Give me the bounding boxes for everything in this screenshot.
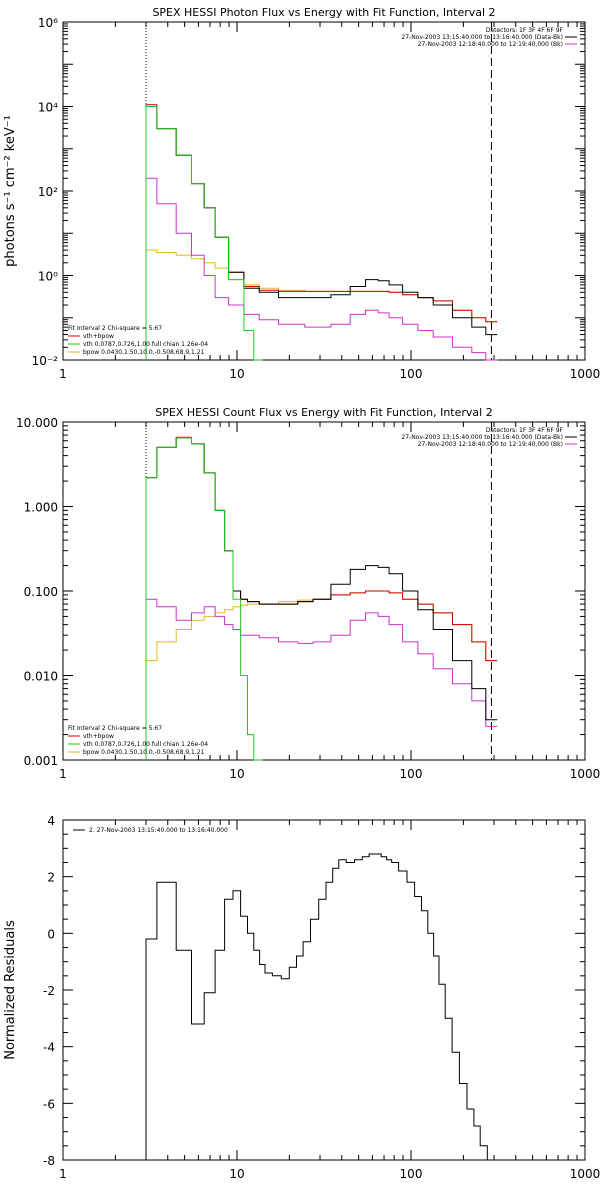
y-tick-label: -6 (43, 1097, 55, 1111)
chart-title: SPEX HESSI Count Flux vs Energy with Fit… (155, 406, 492, 419)
x-tick-label: 1 (59, 767, 67, 781)
x-tick-label: 1000 (570, 767, 600, 781)
legend-entry: Fit Interval 2 Chi-square = 5.67 (68, 725, 162, 732)
legend-entry: 2. 27-Nov-2003 13:15:40.000 to 13:16:40.… (89, 827, 228, 834)
y-tick-label: -2 (43, 984, 55, 998)
y-ticks (63, 819, 585, 1161)
series-data-bk-line (145, 106, 498, 360)
y-tick-label: 0.100 (24, 585, 58, 599)
series-vth-line (145, 437, 263, 761)
series-vth-bpow-line (145, 436, 498, 760)
series-vth-bpow-line (145, 104, 498, 360)
series-vth-line (145, 106, 263, 361)
x-ticks (62, 422, 586, 760)
y-tick-label: -8 (43, 1154, 55, 1168)
y-tick-label: 10⁶ (38, 16, 58, 30)
y-axis-label: Normalized Residuals (3, 920, 18, 1060)
series-data-bk-line (145, 437, 498, 760)
y-tick-label: 4 (47, 814, 55, 828)
x-ticks (62, 22, 586, 360)
x-tick-label: 10 (229, 767, 244, 781)
legend: 2. 27-Nov-2003 13:15:40.000 to 13:16:40.… (73, 827, 228, 834)
legend-entry: bpow 0.0430,1.50,10.0,-0.508,68.9,1.21 (83, 749, 205, 756)
y-tick-label: 10⁴ (38, 101, 58, 115)
legend-entry: vth 0.0787,0.726,1.00 full chian 1.26e-0… (83, 341, 208, 348)
plot-frame (62, 421, 586, 761)
y-tick-label: -4 (43, 1041, 55, 1055)
legend-entry: 27-Nov-2003 13:15:40.000 to 13:16:40.000… (401, 434, 563, 441)
x-tick-label: 10 (229, 367, 244, 381)
series-2-27-nov-2003-13-15-40-000-to-13-16-40-000-line (145, 853, 498, 1161)
legend-bottom-left: Fit Interval 2 Chi-square = 5.67vth+bpow… (68, 325, 208, 356)
legend-entry: 27-Nov-2003 12:18:40.000 to 12:19:40.000… (418, 41, 563, 48)
legend-entry: Detectors: 1F 3F 4F 6F 9F (486, 27, 564, 34)
plot-frame (62, 819, 586, 1161)
y-ticks (63, 23, 585, 361)
y-tick-label: 10⁰ (38, 270, 58, 284)
series-bpow-line (145, 590, 498, 760)
y-tick-label: 1.000 (24, 501, 58, 515)
legend-entry: Detectors: 1F 3F 4F 6F 9F (486, 427, 564, 434)
legend-entry: 27-Nov-2003 13:15:40.000 to 13:16:40.000… (401, 34, 563, 41)
chart-2: 1 10 100 1000 10.000 1.000 0.100 0.010 0.001 SPEX… (16, 406, 600, 781)
chart-3: 1 10 100 1000 4 2 0 -2 -4 -6 -8 Normalized Residual… (3, 814, 600, 1181)
y-ticks (63, 425, 585, 761)
y-tick-label: 10⁻² (32, 354, 59, 368)
x-tick-label: 10 (229, 1167, 244, 1181)
legend-entry: bpow 0.0430,1.50,10.0,-0.508,68.9,1.21 (83, 349, 205, 356)
chart-1: 1 10 100 1000 10⁻² 10⁰ 10² 10⁴ 10⁶ SPEX HESSI Pho… (3, 6, 600, 381)
plot-frame (62, 21, 586, 361)
x-tick-label: 100 (400, 767, 423, 781)
x-ticks (62, 820, 586, 1160)
chart-title: SPEX HESSI Photon Flux vs Energy with Fi… (152, 6, 495, 19)
x-tick-label: 1000 (570, 367, 600, 381)
x-tick-label: 100 (400, 367, 423, 381)
x-tick-label: 100 (400, 1167, 423, 1181)
y-tick-label: 2 (47, 871, 55, 885)
y-tick-label: 0 (47, 927, 55, 941)
legend-entry: vth+bpow (83, 333, 114, 340)
x-tick-label: 1000 (570, 1167, 600, 1181)
y-tick-label: 10.000 (16, 416, 58, 430)
y-tick-label: 0.001 (24, 754, 58, 768)
y-tick-label: 0.010 (24, 670, 58, 684)
y-axis-label: photons s⁻¹ cm⁻² keV⁻¹ (3, 115, 18, 267)
y-tick-label: 10² (38, 185, 58, 199)
x-tick-label: 1 (59, 367, 67, 381)
legend-entry: vth+bpow (83, 733, 114, 740)
legend-entry: 27-Nov-2003 12:18:40.000 to 12:19:40.000… (418, 441, 563, 448)
legend-entry: Fit Interval 2 Chi-square = 5.67 (68, 325, 162, 332)
x-tick-label: 1 (59, 1167, 67, 1181)
series-bk-line (145, 598, 498, 760)
series-bk-line (145, 177, 498, 361)
legend-entry: vth 0.0787,0.726,1.00 full chian 1.26e-0… (83, 741, 208, 748)
legend-bottom-left: Fit Interval 2 Chi-square = 5.67vth+bpow… (68, 725, 208, 756)
